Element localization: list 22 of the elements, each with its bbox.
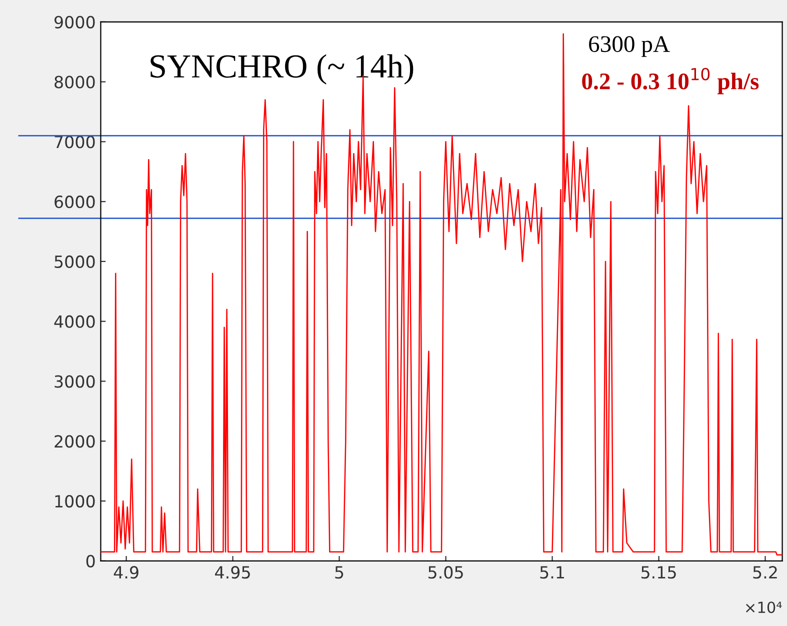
x-tick-label: 5.15 — [641, 566, 676, 579]
text: ×10⁴ — [746, 602, 782, 614]
y-tick-label: 6000 — [54, 196, 95, 208]
x-tick-label: 5.05 — [428, 566, 463, 579]
line-series — [100, 33, 782, 556]
y-tick-label: 7000 — [54, 136, 95, 148]
y-tick-label: 4000 — [54, 315, 95, 328]
y-tick-label: 2000 — [54, 435, 95, 448]
text: SYNCHRO (~ 14h) — [150, 54, 414, 84]
annotation: 0.2 - 0.3 10$^{10}$ ph/s — [582, 68, 759, 94]
y-tick-label: 0 — [86, 554, 95, 568]
x-tick-label: 5 — [335, 566, 344, 579]
y-tick-label: 8000 — [54, 76, 95, 88]
x-tick-label: 4.95 — [215, 566, 250, 579]
y-tick-label: 1000 — [55, 494, 95, 508]
x-tick-label: 5.1 — [540, 566, 564, 579]
x-tick-label: 4.9 — [114, 566, 138, 579]
y-tick-label: 5000 — [54, 255, 95, 268]
y-tick-label: 3000 — [54, 375, 95, 388]
x-tick-label: 5.2 — [753, 566, 777, 579]
annotation: 6300 pA — [589, 36, 670, 57]
y-tick-label: 9000 — [54, 16, 95, 28]
